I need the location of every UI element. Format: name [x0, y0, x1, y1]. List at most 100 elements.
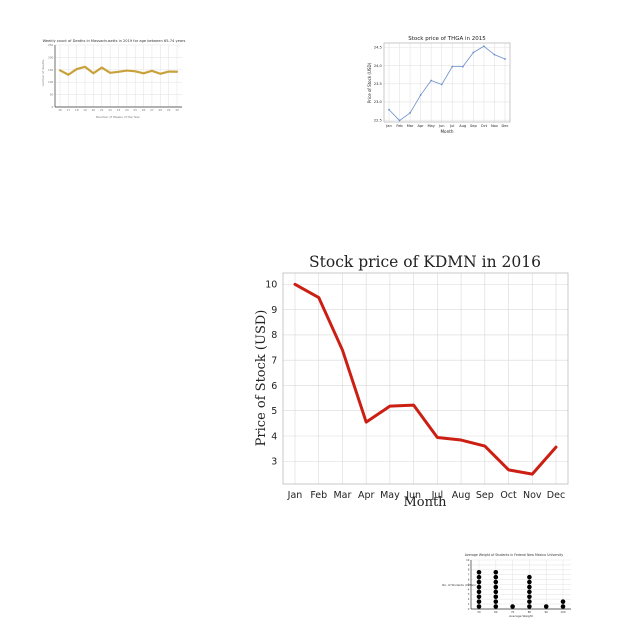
- x-tick-label: 22: [108, 108, 112, 112]
- x-axis-label: Average Weight: [509, 614, 534, 618]
- x-tick-label: 28: [159, 108, 163, 112]
- data-dot: [476, 594, 482, 600]
- x-tick-label: 24: [125, 108, 129, 112]
- x-tick-label: Jan: [287, 490, 303, 501]
- x-tick-label: Mar: [333, 490, 351, 501]
- data-point: [409, 111, 411, 114]
- x-tick-label: Nov: [523, 490, 542, 501]
- x-tick-label: Apr: [418, 124, 425, 128]
- data-dot: [493, 599, 499, 604]
- y-tick-label: 24.0: [374, 64, 383, 68]
- x-tick-label: 18: [75, 108, 79, 112]
- data-dot: [476, 569, 482, 575]
- data-dot: [527, 584, 532, 590]
- y-axis-label: number of deaths: [41, 59, 45, 86]
- data-dot: [527, 599, 532, 604]
- x-tick-label: Sep: [476, 490, 494, 501]
- x-tick-label: Dec: [502, 124, 509, 128]
- data-dot: [560, 599, 566, 604]
- data-point: [419, 94, 422, 96]
- data-dot: [560, 604, 566, 609]
- x-tick-label: 60: [494, 610, 498, 614]
- y-tick-label: 2: [468, 597, 470, 601]
- x-tick-label: 26: [142, 108, 146, 112]
- y-tick-label: 7: [468, 573, 470, 577]
- x-tick-label: 16: [58, 108, 62, 112]
- data-dot: [543, 604, 549, 609]
- y-tick-label: 8: [468, 568, 470, 572]
- y-tick-label: 0: [468, 607, 470, 611]
- data-dot: [493, 584, 499, 590]
- x-tick-label: 80: [528, 610, 532, 614]
- x-tick-label: 21: [100, 108, 104, 112]
- chart-title: Stock price of THGA in 2015: [408, 36, 486, 42]
- data-point: [504, 58, 506, 60]
- plot-frame: [282, 272, 569, 485]
- chart-thga-stock: Stock price of THGA in 2015 Month Price …: [367, 36, 511, 134]
- x-tick-label: Jan: [385, 124, 392, 128]
- x-tick-label: 30: [175, 108, 179, 112]
- data-dot: [493, 604, 499, 609]
- x-tick-label: Mar: [407, 124, 414, 128]
- y-tick-label: 6: [468, 578, 470, 582]
- data-dot: [527, 574, 532, 580]
- y-tick-label: 250: [48, 43, 54, 47]
- y-tick-label: 5: [468, 582, 470, 586]
- data-dot: [527, 579, 532, 585]
- y-tick-label: 50: [50, 93, 54, 97]
- chart-title: Stock price of KDMN in 2016: [309, 253, 541, 271]
- chart-kdmn-stock: Stock price of KDMN in 2016 Month Price …: [254, 253, 569, 510]
- y-tick-label: 8: [271, 330, 277, 341]
- y-tick-label: 10: [466, 558, 470, 562]
- y-tick-label: 4: [468, 587, 470, 591]
- x-tick-label: Jul: [431, 490, 443, 501]
- y-axis-label: Price of Stock (USD): [367, 62, 372, 103]
- x-tick-label: 70: [511, 610, 515, 614]
- x-tick-label: Jul: [449, 124, 454, 128]
- data-point: [440, 83, 443, 86]
- y-tick-label: 0: [52, 105, 54, 109]
- plot-frame: [383, 42, 511, 123]
- data-dot: [476, 604, 482, 609]
- y-tick-label: 23.0: [374, 100, 383, 104]
- x-tick-label: 23: [117, 108, 121, 112]
- series-line: [58, 65, 179, 76]
- data-dot: [493, 579, 499, 585]
- y-tick-label: 200: [48, 55, 54, 59]
- data-point: [430, 79, 433, 82]
- data-point: [398, 119, 401, 122]
- y-tick-label: 9: [271, 305, 277, 316]
- data-point: [388, 108, 390, 111]
- x-tick-label: Dec: [547, 490, 565, 501]
- y-tick-label: 22.5: [374, 118, 382, 122]
- data-point: [461, 65, 464, 68]
- x-tick-label: Feb: [310, 490, 327, 501]
- data-dot: [527, 594, 532, 600]
- data-dot: [527, 604, 532, 609]
- y-tick-label: 6: [271, 381, 277, 392]
- data-dot: [476, 574, 482, 580]
- x-tick-label: May: [380, 490, 400, 501]
- x-tick-label: 50: [477, 610, 481, 614]
- chart-weekly-deaths: Weekly count of Deaths in Massachusetts …: [41, 39, 186, 119]
- x-tick-label: May: [427, 124, 435, 128]
- x-axis-label: Month: [403, 495, 447, 510]
- data-dot: [476, 599, 482, 604]
- data-dot: [510, 604, 515, 609]
- data-dot: [476, 589, 482, 595]
- data-dot: [476, 579, 482, 585]
- y-tick-label: 7: [271, 356, 277, 367]
- y-tick-label: 1: [468, 602, 470, 606]
- y-tick-label: 4: [271, 431, 277, 442]
- data-dot: [493, 589, 499, 595]
- data-dot: [493, 569, 499, 575]
- y-tick-label: 23.5: [374, 82, 382, 86]
- y-tick-label: 150: [48, 68, 54, 72]
- y-tick-label: 5: [271, 406, 277, 417]
- data-point: [493, 53, 496, 56]
- x-tick-label: Jun: [405, 490, 421, 501]
- x-tick-label: 100: [561, 610, 566, 614]
- data-dot: [527, 589, 532, 595]
- data-dot: [476, 584, 482, 590]
- series-line: [293, 282, 558, 476]
